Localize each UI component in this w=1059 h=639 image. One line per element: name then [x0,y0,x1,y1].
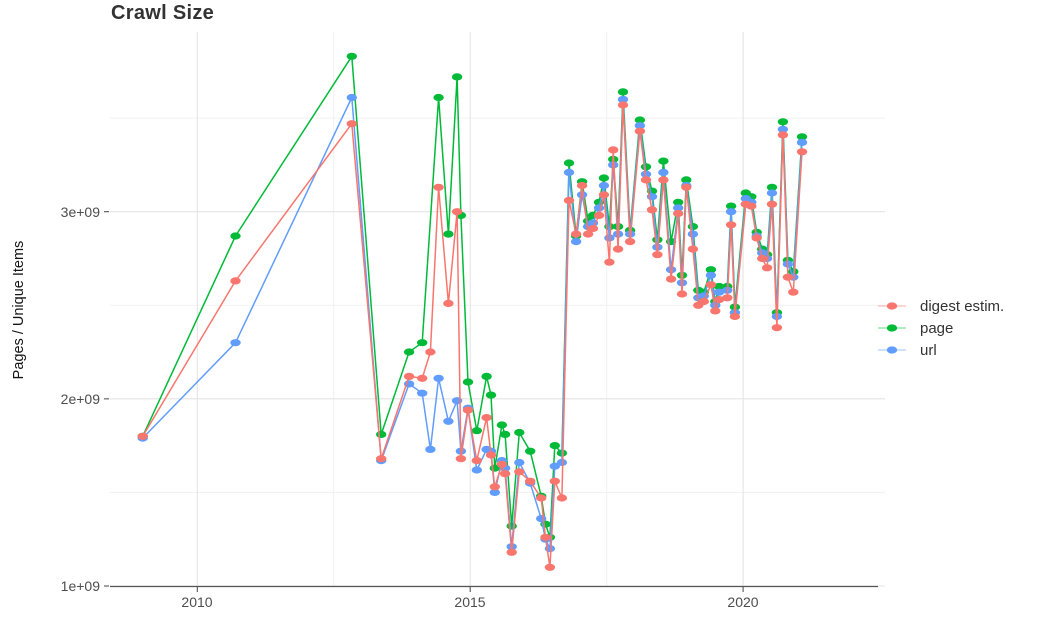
x-tick-label-2010: 2010 [181,594,213,610]
series-url [137,93,808,553]
x-tick-label-2020: 2020 [727,594,759,610]
legend-item-page: page [876,317,1004,339]
legend-label-page: page [920,319,954,337]
y-tick-label-3e09: 3e+09 [60,204,100,220]
legend-key-page-icon [878,324,906,332]
legend-key-url-icon [878,346,906,354]
chart-title: Crawl Size [111,2,215,24]
series-digest [137,101,808,571]
y-axis-title: Pages / Unique Items [11,240,27,380]
y-tick-label-2e09: 2e+09 [60,391,100,407]
legend-label-url: url [920,341,937,359]
x-axis-line [104,211,878,592]
legend-key-digest-icon [878,302,906,310]
legend: digest estim. page url [876,295,1004,361]
gridlines [110,32,885,587]
legend-item-url: url [876,339,1004,361]
legend-label-digest: digest estim. [920,297,1005,315]
y-tick-label-1e09: 1e+09 [60,578,100,594]
x-tick-label-2015: 2015 [454,594,486,610]
legend-item-digest: digest estim. [876,295,1004,317]
